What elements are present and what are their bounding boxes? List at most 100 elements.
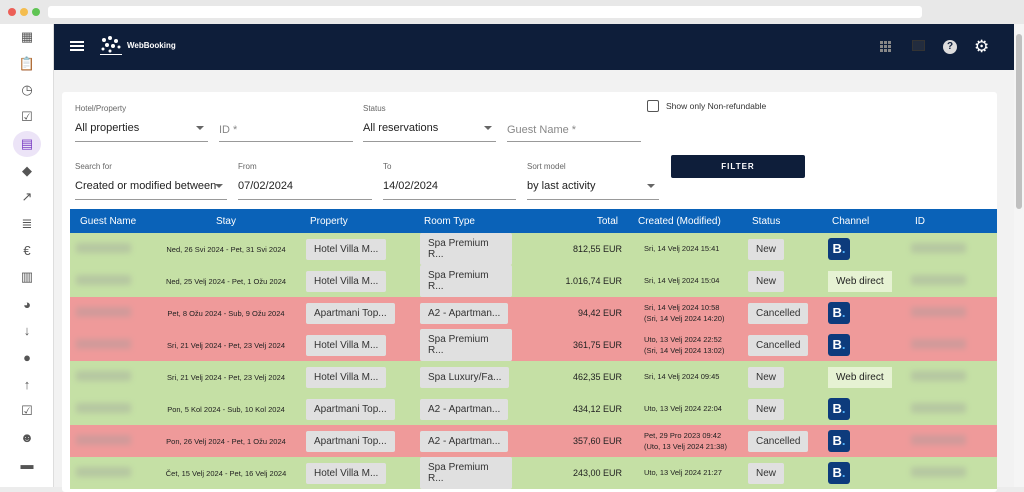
search-for-select[interactable]: Search for Created or modified between [75,162,227,200]
caret-down-icon [484,126,492,130]
sort-model-select[interactable]: Sort model by last activity [527,162,659,200]
property-cell: Apartmani Top... [300,297,414,329]
guest-name-input[interactable]: Guest Name * [507,116,641,142]
status-badge: New [748,270,785,292]
status-cell: New [742,265,822,297]
column-header[interactable]: Stay [152,209,300,233]
column-header[interactable]: Total [518,209,628,233]
redacted-id [911,243,966,253]
property-chip[interactable]: Apartmani Top... [306,302,395,324]
tag-icon[interactable]: ◆ [22,162,32,178]
stay-cell: Čet, 15 Velj 2024 - Pet, 16 Velj 2024 [152,457,300,489]
property-chip[interactable]: Hotel Villa M... [306,334,387,356]
table-row[interactable]: Ned, 26 Svi 2024 - Pet, 31 Svi 2024 Hote… [70,233,997,265]
menu-icon[interactable] [70,41,84,51]
trending-up-icon[interactable]: ↗ [21,189,33,205]
location-icon[interactable]: ● [23,349,31,365]
checkbox-icon[interactable] [647,100,659,112]
property-chip[interactable]: Apartmani Top... [306,398,395,420]
table-row[interactable]: Pet, 8 Ožu 2024 - Sub, 9 Ožu 2024 Apartm… [70,297,997,329]
from-date-input[interactable]: From 07/02/2024 [238,162,372,200]
status-badge: New [748,238,785,260]
people-icon[interactable]: ☻ [20,430,34,445]
scrollbar[interactable] [1014,24,1024,487]
modified-date: (Sri, 14 Velj 2024 13:02) [644,346,725,355]
property-cell: Hotel Villa M... [300,265,414,297]
status-badge: New [748,366,785,388]
hotel-property-select[interactable]: Hotel/Property All properties [75,104,208,142]
maximize-window-icon[interactable] [32,8,40,16]
stay-cell: Pon, 26 Velj 2024 - Pet, 1 Ožu 2024 [152,425,300,457]
clock-icon[interactable]: ◷ [21,82,33,98]
book-icon[interactable]: ▥ [20,269,34,285]
settings-gear-icon[interactable]: ⚙ [974,37,990,56]
euro-icon[interactable]: € [23,243,31,259]
property-chip[interactable]: Hotel Villa M... [306,366,387,388]
status-cell: New [742,361,822,393]
pie-chart-icon[interactable]: ◕ [23,296,31,312]
channel-cell: B. [822,393,905,425]
property-chip[interactable]: Apartmani Top... [306,430,395,452]
table-row[interactable]: Pon, 26 Velj 2024 - Pet, 1 Ožu 2024 Apar… [70,425,997,457]
dashboard-icon[interactable]: ▦ [20,29,34,44]
total-cell: 462,35 EUR [518,361,628,393]
stay-cell: Pet, 8 Ožu 2024 - Sub, 9 Ožu 2024 [152,297,300,329]
column-header[interactable]: Property [300,209,414,233]
room-type-chip[interactable]: A2 - Apartman... [420,398,509,420]
column-header[interactable]: Channel [822,209,905,233]
redacted-id [911,307,966,317]
document-icon[interactable]: ≣ [21,215,33,231]
sort-value: by last activity [527,180,596,192]
room-type-cell: A2 - Apartman... [414,425,518,457]
redacted-guest-name [76,403,131,413]
bed-icon[interactable]: ▬ [20,456,34,472]
column-header[interactable]: Room Type [414,209,518,233]
room-type-chip[interactable]: Spa Premium R... [420,329,512,361]
checkbox-icon[interactable]: ☑ [21,402,33,418]
property-chip[interactable]: Hotel Villa M... [306,462,387,484]
property-chip[interactable]: Hotel Villa M... [306,238,387,260]
id-cell [905,329,997,361]
close-window-icon[interactable] [8,8,16,16]
id-input[interactable]: ID * [219,116,353,142]
apps-grid-icon[interactable] [880,41,891,52]
status-select[interactable]: Status All reservations [363,104,496,142]
status-cell: New [742,457,822,489]
table-row[interactable]: Ned, 25 Velj 2024 - Pet, 1 Ožu 2024 Hote… [70,265,997,297]
address-bar[interactable] [48,6,922,18]
room-type-chip[interactable]: A2 - Apartman... [420,430,509,452]
minimize-window-icon[interactable] [20,8,28,16]
caret-down-icon [647,184,655,188]
column-header[interactable]: Created (Modified) [628,209,742,233]
room-type-chip[interactable]: Spa Premium R... [420,265,512,297]
chat-icon[interactable] [912,40,925,51]
scrollbar-thumb[interactable] [1016,34,1022,209]
help-icon[interactable]: ? [943,40,957,54]
table-row[interactable]: Pon, 5 Kol 2024 - Sub, 10 Kol 2024 Apart… [70,393,997,425]
room-type-cell: A2 - Apartman... [414,393,518,425]
table-row[interactable]: Čet, 15 Velj 2024 - Pet, 16 Velj 2024 Ho… [70,457,997,489]
room-type-chip[interactable]: Spa Premium R... [420,457,512,489]
room-type-chip[interactable]: Spa Premium R... [420,233,512,265]
room-type-chip[interactable]: Spa Luxury/Fa... [420,366,510,388]
id-placeholder: ID * [219,124,238,136]
calendar-icon[interactable]: ▤ [13,130,41,157]
guest-name-cell [70,265,152,297]
channel-badge: Web direct [828,270,892,292]
to-date-input[interactable]: To 14/02/2024 [383,162,516,200]
table-row[interactable]: Sri, 21 Velj 2024 - Pet, 23 Velj 2024 Ho… [70,329,997,361]
filter-button[interactable]: FILTER [671,155,805,178]
room-type-chip[interactable]: A2 - Apartman... [420,302,509,324]
arrow-down-icon[interactable]: ↓ [23,323,31,339]
non-refundable-checkbox[interactable]: Show only Non-refundable [647,100,766,112]
guest-placeholder: Guest Name * [507,124,577,136]
property-chip[interactable]: Hotel Villa M... [306,270,387,292]
column-header[interactable]: Guest Name [70,209,152,233]
column-header[interactable]: ID [905,209,997,233]
clipboard-icon[interactable]: 📋 [18,55,36,71]
stay-cell: Ned, 26 Svi 2024 - Pet, 31 Svi 2024 [152,233,300,265]
arrow-up-icon[interactable]: ↑ [23,376,31,392]
table-row[interactable]: Sri, 21 Velj 2024 - Pet, 23 Velj 2024 Ho… [70,361,997,393]
calendar-check-icon[interactable]: ☑ [21,109,33,125]
column-header[interactable]: Status [742,209,822,233]
